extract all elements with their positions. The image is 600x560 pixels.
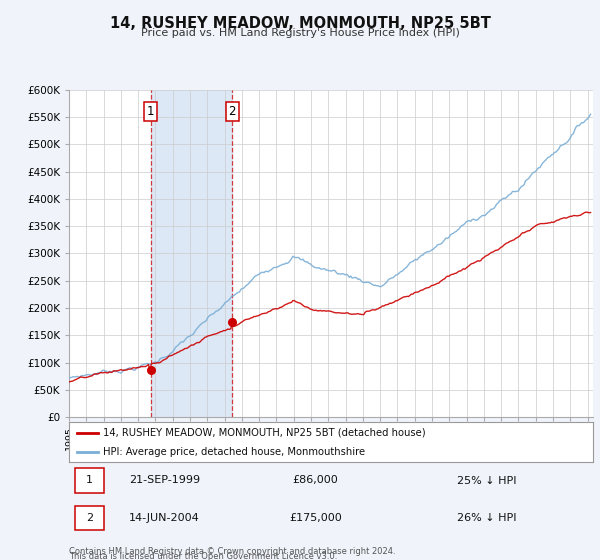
Text: £175,000: £175,000 — [289, 513, 341, 523]
Text: 1: 1 — [147, 105, 154, 118]
Text: 2: 2 — [86, 513, 93, 523]
Text: 2: 2 — [229, 105, 236, 118]
Bar — [151, 90, 232, 417]
Text: This data is licensed under the Open Government Licence v3.0.: This data is licensed under the Open Gov… — [69, 552, 337, 560]
Text: 14, RUSHEY MEADOW, MONMOUTH, NP25 5BT (detached house): 14, RUSHEY MEADOW, MONMOUTH, NP25 5BT (d… — [103, 428, 425, 438]
Bar — [75, 468, 104, 493]
Text: £86,000: £86,000 — [292, 475, 338, 486]
Bar — [75, 506, 104, 530]
Text: 1: 1 — [86, 475, 93, 486]
Text: 14, RUSHEY MEADOW, MONMOUTH, NP25 5BT: 14, RUSHEY MEADOW, MONMOUTH, NP25 5BT — [110, 16, 490, 31]
Text: Price paid vs. HM Land Registry's House Price Index (HPI): Price paid vs. HM Land Registry's House … — [140, 28, 460, 38]
Text: Contains HM Land Registry data © Crown copyright and database right 2024.: Contains HM Land Registry data © Crown c… — [69, 547, 395, 556]
Text: 25% ↓ HPI: 25% ↓ HPI — [457, 475, 516, 486]
Text: 14-JUN-2004: 14-JUN-2004 — [129, 513, 200, 523]
Text: 26% ↓ HPI: 26% ↓ HPI — [457, 513, 516, 523]
Text: HPI: Average price, detached house, Monmouthshire: HPI: Average price, detached house, Monm… — [103, 447, 365, 457]
Text: 21-SEP-1999: 21-SEP-1999 — [129, 475, 200, 486]
